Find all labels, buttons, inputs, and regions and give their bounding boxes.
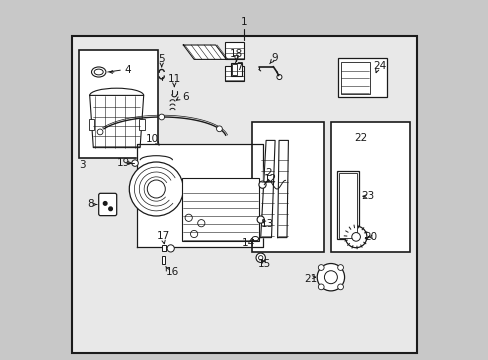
Circle shape	[216, 126, 222, 132]
Text: 22: 22	[353, 132, 366, 143]
Text: 5: 5	[158, 54, 164, 64]
Bar	[251, 122, 323, 252]
Bar	[230, 63, 242, 76]
Bar	[337, 171, 358, 239]
Bar	[339, 173, 356, 238]
Polygon shape	[260, 140, 275, 238]
Polygon shape	[183, 45, 226, 59]
Text: 7: 7	[232, 55, 239, 65]
Bar	[139, 119, 144, 130]
Polygon shape	[89, 95, 143, 148]
Bar	[162, 245, 166, 251]
Text: 16: 16	[165, 267, 179, 277]
Circle shape	[351, 233, 360, 241]
Text: 12: 12	[264, 174, 277, 184]
Bar	[72, 36, 416, 353]
Text: 7: 7	[235, 62, 242, 72]
Text: 4: 4	[124, 65, 131, 75]
Text: 2: 2	[265, 168, 271, 178]
Text: 17: 17	[157, 231, 170, 241]
Circle shape	[190, 230, 197, 238]
Text: 21: 21	[304, 274, 317, 284]
Circle shape	[97, 129, 103, 135]
Bar	[337, 58, 386, 97]
Circle shape	[197, 220, 204, 227]
Circle shape	[256, 253, 265, 262]
Text: 6: 6	[182, 92, 188, 102]
Circle shape	[337, 265, 343, 270]
Ellipse shape	[91, 67, 106, 77]
Text: 20: 20	[364, 232, 377, 242]
Circle shape	[132, 160, 138, 166]
Circle shape	[129, 162, 183, 216]
Text: 13: 13	[260, 219, 273, 229]
Bar	[88, 119, 94, 130]
Circle shape	[147, 180, 165, 198]
Text: 14: 14	[241, 238, 254, 248]
Bar	[232, 64, 237, 75]
Text: 23: 23	[361, 191, 374, 201]
Circle shape	[337, 284, 343, 290]
Bar	[224, 42, 244, 59]
Circle shape	[258, 181, 265, 188]
Circle shape	[276, 75, 282, 80]
Ellipse shape	[94, 69, 103, 75]
Text: 1: 1	[241, 17, 247, 27]
Circle shape	[167, 245, 174, 252]
Bar	[224, 66, 244, 81]
Text: 11: 11	[167, 74, 181, 84]
Circle shape	[103, 202, 107, 205]
Circle shape	[185, 214, 192, 221]
Text: 9: 9	[271, 53, 278, 63]
Ellipse shape	[251, 237, 258, 241]
Bar	[181, 178, 258, 241]
Circle shape	[108, 207, 112, 211]
Text: 19: 19	[116, 158, 129, 168]
Bar	[79, 50, 158, 158]
Circle shape	[318, 265, 324, 270]
FancyBboxPatch shape	[99, 193, 117, 216]
Bar	[162, 256, 165, 264]
Bar	[330, 122, 409, 252]
Text: 10: 10	[146, 134, 159, 144]
Text: 24: 24	[372, 60, 386, 71]
Text: 18: 18	[229, 49, 243, 59]
Circle shape	[318, 284, 324, 290]
Circle shape	[258, 256, 263, 260]
Bar	[340, 62, 369, 94]
Circle shape	[324, 271, 337, 284]
Polygon shape	[277, 140, 288, 238]
Text: 8: 8	[87, 199, 94, 210]
Circle shape	[159, 114, 164, 120]
Text: 3: 3	[79, 160, 85, 170]
Circle shape	[345, 226, 366, 248]
Circle shape	[317, 264, 344, 291]
Text: 15: 15	[257, 258, 270, 269]
Polygon shape	[136, 144, 262, 247]
Circle shape	[257, 216, 264, 223]
